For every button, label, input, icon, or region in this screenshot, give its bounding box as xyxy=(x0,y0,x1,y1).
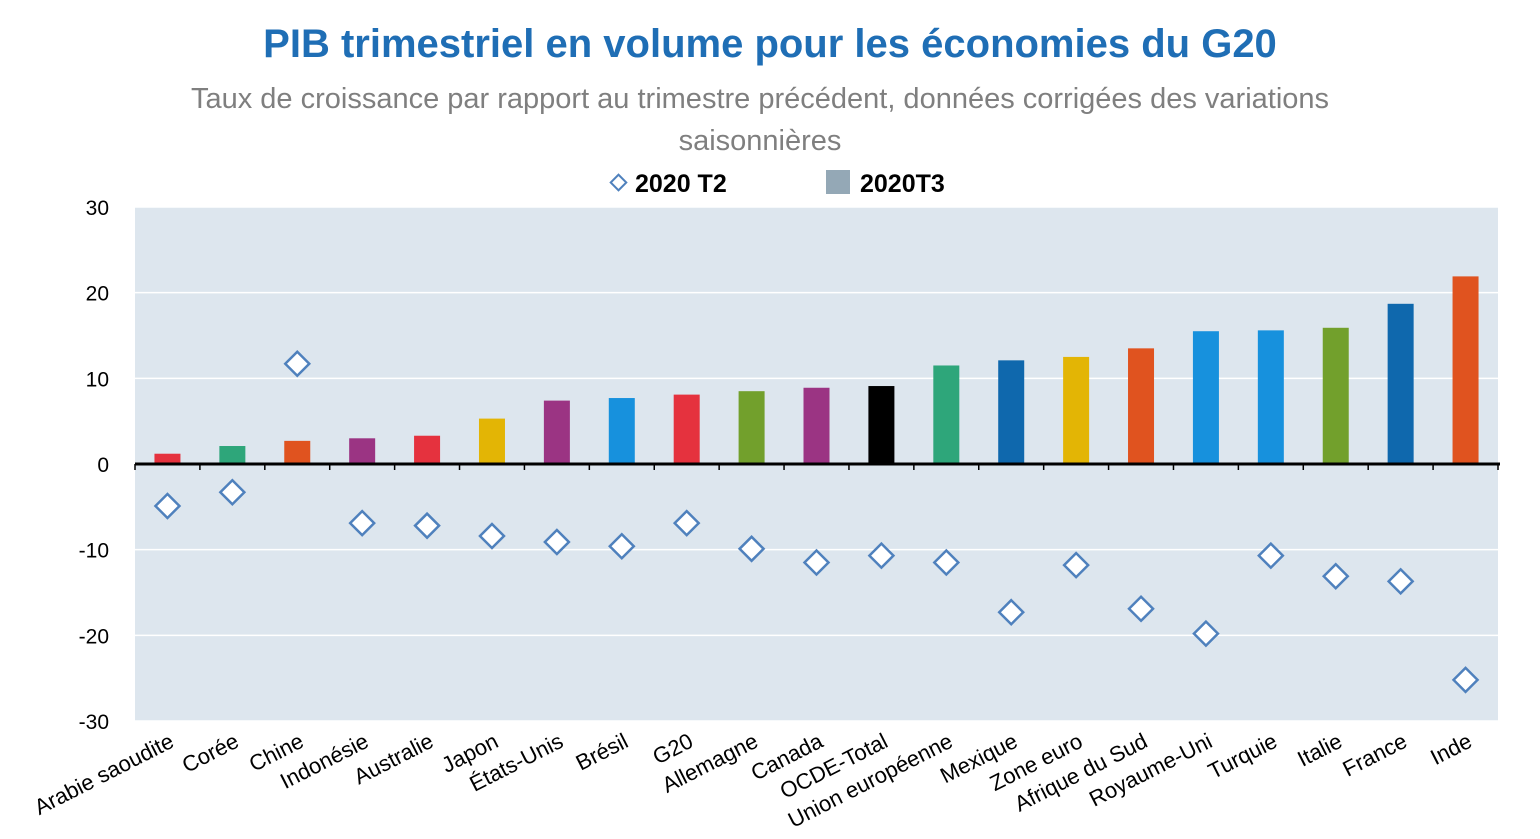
bar-afrique-du-sud xyxy=(1128,348,1155,464)
bar-inde xyxy=(1452,276,1479,464)
y-tick-label: 30 xyxy=(86,197,109,220)
marker-canada xyxy=(802,548,831,577)
bar-australie xyxy=(414,435,441,464)
bar-turquie xyxy=(1257,330,1284,464)
legend-label-2020-t2: 2020 T2 xyxy=(635,170,727,198)
marker-allemagne xyxy=(737,535,766,563)
marker-mexique xyxy=(997,598,1025,626)
y-tick-label: -10 xyxy=(79,540,109,563)
y-tick-label: 10 xyxy=(86,368,109,391)
bar-mexique xyxy=(998,360,1025,464)
bar-canada xyxy=(803,387,830,464)
bar-japon xyxy=(478,418,505,464)
marker-series-2020-t2 xyxy=(153,350,1480,694)
chart-title: PIB trimestriel en volume pour les écono… xyxy=(263,22,1277,66)
bar-bresil xyxy=(608,398,635,464)
y-axis-tick-labels: 30 20 10 0 -10 -20 -30 xyxy=(79,197,109,734)
bar-zone-euro xyxy=(1063,356,1090,464)
y-tick-label: -20 xyxy=(79,625,109,648)
legend-item-2020-t2: 2020 T2 xyxy=(609,170,727,199)
bar-indonesie xyxy=(349,438,376,464)
marker-royaume-uni xyxy=(1192,619,1220,648)
legend-label-2020t3: 2020T3 xyxy=(860,170,945,198)
bar-arabie-saoudite xyxy=(154,453,181,464)
x-label-turquie: Turquie xyxy=(1204,728,1281,784)
category-ticks xyxy=(134,464,1499,470)
marker-indonesie xyxy=(348,509,376,537)
marker-turquie xyxy=(1257,541,1285,570)
marker-union-europeenne xyxy=(932,548,961,577)
marker-france xyxy=(1386,567,1415,596)
marker-bresil xyxy=(608,532,636,561)
bar-chine xyxy=(284,440,311,464)
x-label-inde: Inde xyxy=(1426,728,1476,770)
marker-chine xyxy=(283,350,312,378)
marker-zone-euro xyxy=(1062,551,1090,579)
bar-coree xyxy=(219,446,246,464)
bar-france xyxy=(1387,303,1414,464)
bar-series-2020t3 xyxy=(154,276,1479,464)
x-label-bresil: Brésil xyxy=(572,728,632,775)
x-label-coree: Corée xyxy=(178,728,243,777)
x-axis-category-labels: Arabie saoudite Corée ChineIndonésieAustra… xyxy=(30,728,1476,833)
bar-etats-unis xyxy=(543,400,570,464)
x-label-france: France xyxy=(1339,728,1411,781)
marker-coree xyxy=(218,478,247,507)
bar-allemagne xyxy=(738,391,765,464)
marker-japon xyxy=(478,522,506,550)
x-label-italie: Italie xyxy=(1293,728,1346,771)
marker-afrique-du-sud xyxy=(1127,595,1155,623)
chart-subtitle: Taux de croissance par rapport au trimes… xyxy=(190,83,1330,157)
x-label-arabie-saoudite: Arabie saoudite xyxy=(30,728,178,820)
bar-royaume-uni xyxy=(1192,331,1219,464)
bar-union-europeenne xyxy=(933,365,960,464)
bar-g20 xyxy=(673,394,700,464)
legend-bar-swatch xyxy=(826,170,850,194)
marker-ocde-total xyxy=(867,541,896,570)
marker-australie xyxy=(413,511,441,540)
y-tick-label: -30 xyxy=(79,711,109,734)
y-tick-label: 20 xyxy=(86,283,109,306)
marker-arabie-saoudite xyxy=(153,492,182,520)
marker-g20 xyxy=(672,509,701,537)
marker-etats-unis xyxy=(543,528,571,556)
marker-inde xyxy=(1451,666,1480,694)
legend-item-2020t3: 2020T3 xyxy=(826,170,945,199)
marker-italie xyxy=(1321,562,1350,590)
bar-ocde-total xyxy=(868,386,895,464)
y-tick-label: 0 xyxy=(97,454,109,477)
bar-italie xyxy=(1322,327,1349,464)
